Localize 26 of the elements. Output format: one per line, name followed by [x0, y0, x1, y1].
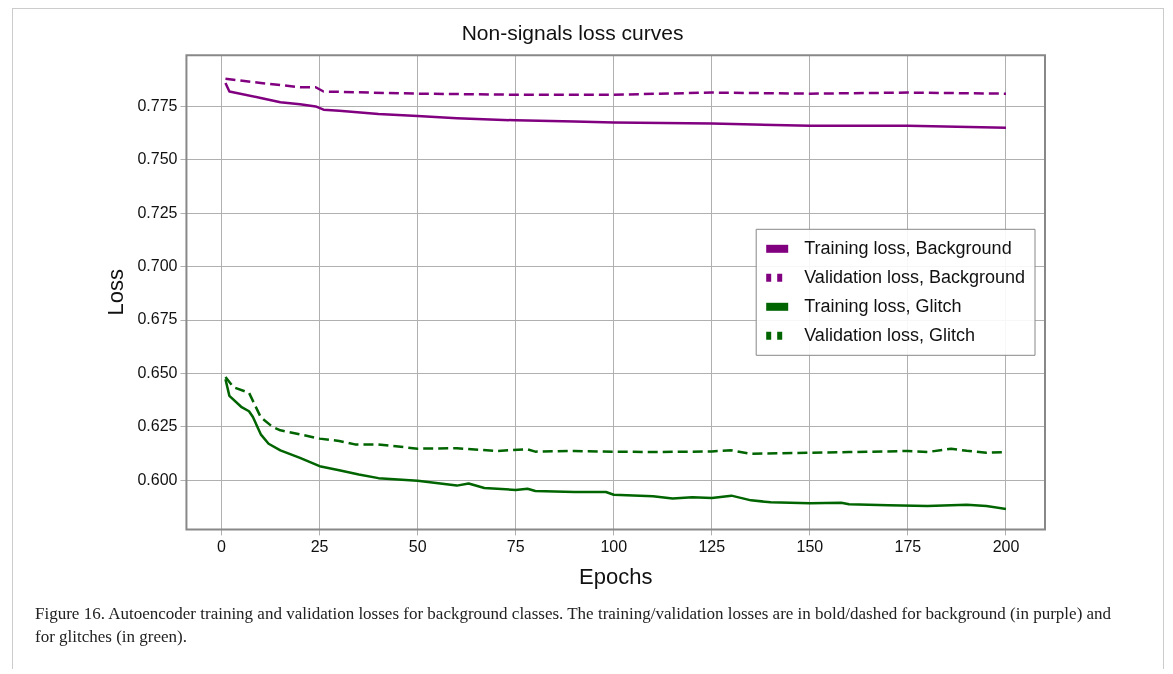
legend-label: Validation loss, Background: [804, 266, 1026, 287]
x-tick-label: 175: [894, 538, 922, 556]
y-tick-label: 0.700: [137, 257, 178, 275]
chart-title: Non-signals loss curves: [461, 21, 684, 45]
x-axis-title: Epochs: [579, 563, 653, 589]
x-tick-label: 75: [506, 538, 525, 556]
legend-label: Validation loss, Glitch: [804, 324, 975, 345]
x-tick-label: 50: [408, 538, 427, 556]
y-tick-label: 0.750: [137, 150, 178, 168]
y-tick-label: 0.725: [137, 203, 178, 221]
y-tick-label: 0.625: [137, 417, 178, 435]
x-tick-label: 0: [217, 538, 227, 556]
y-tick-label: 0.600: [137, 470, 178, 488]
x-tick-label: 25: [310, 538, 329, 556]
line-series: [224, 77, 1008, 96]
y-axis-title: Loss: [103, 269, 129, 316]
x-tick-label: 125: [698, 538, 726, 556]
y-tick-label: 0.675: [137, 310, 178, 328]
y-tick-label: 0.775: [137, 96, 178, 114]
legend-label: Training loss, Background: [804, 237, 1012, 258]
x-tick-label: 150: [796, 538, 824, 556]
x-tick-label: 100: [600, 538, 628, 556]
x-tick-label: 200: [992, 538, 1020, 556]
y-tick-label: 0.650: [137, 363, 178, 381]
caption: Figure 16. Autoencoder training and validation losses for background classes. The training/validation losses are in bold/dashed for background (in purple) and for glitches (in green).: [35, 603, 1113, 648]
legend-label: Training loss, Glitch: [804, 295, 962, 316]
